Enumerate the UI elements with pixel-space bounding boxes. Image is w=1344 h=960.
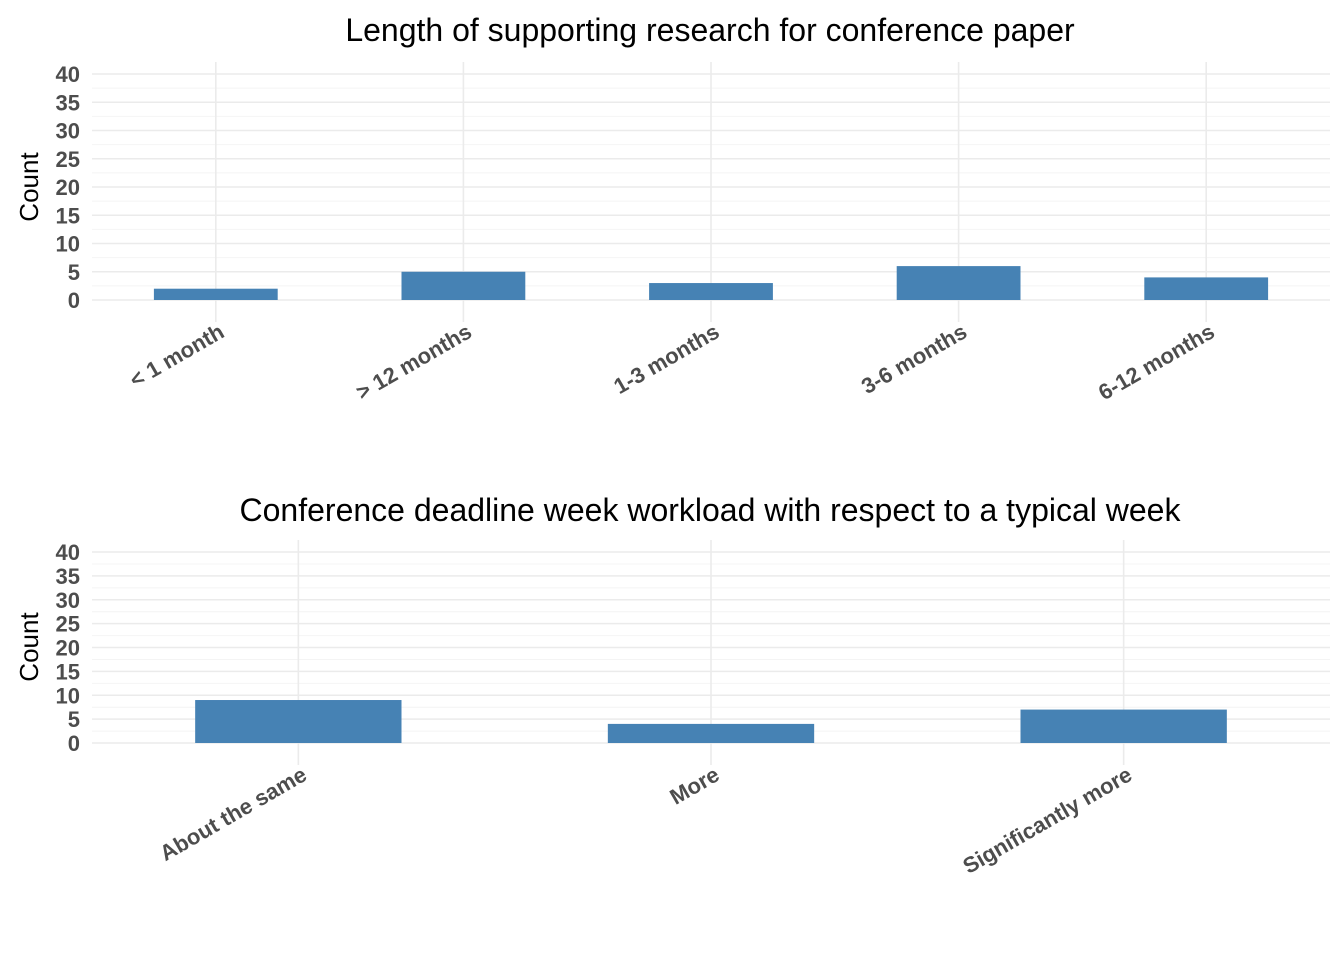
y-tick-label: 15 [56, 203, 80, 228]
y-tick-label: 5 [68, 707, 80, 732]
y-axis-label: Count [14, 152, 44, 222]
x-tick-label: 3-6 months [857, 319, 971, 399]
y-tick-label: 20 [56, 636, 80, 661]
x-tick-label: > 12 months [352, 319, 476, 405]
y-tick-label: 0 [68, 288, 80, 313]
y-tick-label: 25 [56, 147, 80, 172]
bar-3-6-months [896, 266, 1021, 300]
chart-title: Conference deadline week workload with r… [240, 492, 1182, 528]
x-tick-label: < 1 month [125, 319, 228, 393]
y-tick-label: 25 [56, 612, 80, 637]
gridlines [92, 62, 1330, 322]
y-tick-label: 20 [56, 175, 80, 200]
x-tick-label: About the same [155, 762, 310, 866]
y-tick-label: 40 [56, 540, 80, 565]
bar-about-the-same [195, 700, 402, 743]
y-tick-label: 35 [56, 90, 80, 115]
bar-more [607, 723, 815, 743]
bar-significantly-more [1020, 709, 1227, 743]
chart-panel-deadline-workload: Conference deadline week workload with r… [14, 492, 1330, 879]
y-tick-label: 10 [56, 232, 80, 257]
bar-6-12-months [1144, 277, 1269, 300]
x-tick-label: 1-3 months [609, 319, 723, 399]
y-tick-label: 30 [56, 588, 80, 613]
y-tick-label: 40 [56, 62, 80, 87]
x-tick-label: Significantly more [958, 762, 1136, 879]
y-tick-label: 10 [56, 683, 80, 708]
y-tick-label: 0 [68, 731, 80, 756]
chart-title: Length of supporting research for confer… [345, 12, 1075, 48]
y-tick-label: 5 [68, 260, 80, 285]
y-tick-label: 30 [56, 119, 80, 144]
x-tick-label: 6-12 months [1094, 319, 1219, 405]
bar-1-3-months [649, 283, 773, 300]
y-tick-label: 35 [56, 564, 80, 589]
y-axis-label: Count [14, 612, 44, 682]
x-tick-label: More [665, 762, 723, 810]
y-tick-label: 15 [56, 659, 80, 684]
bar-12-months [401, 271, 526, 300]
chart-panel-research-length: Length of supporting research for confer… [14, 12, 1330, 405]
bar-1-month [153, 288, 278, 300]
